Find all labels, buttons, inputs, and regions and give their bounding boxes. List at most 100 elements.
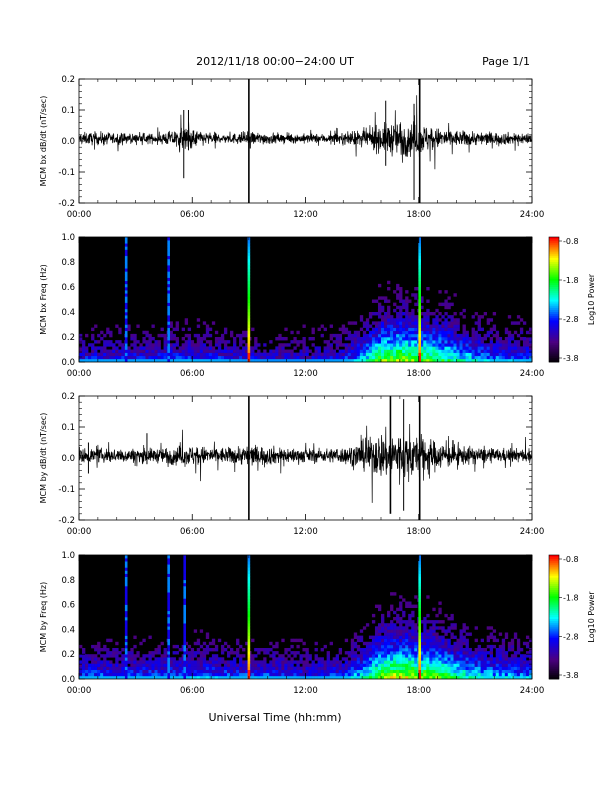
spectral-cell bbox=[281, 355, 285, 360]
y-tick-label: -0.1 bbox=[58, 168, 75, 178]
spectral-cell bbox=[335, 669, 340, 674]
spectral-cell bbox=[230, 352, 234, 357]
spectral-cell bbox=[447, 666, 451, 670]
spectral-cell bbox=[115, 657, 119, 661]
colorbar-swatch bbox=[549, 617, 559, 620]
spectral-cell bbox=[420, 654, 424, 658]
spectral-cell bbox=[486, 644, 491, 649]
spectral-cell bbox=[106, 638, 110, 643]
spectral-cell bbox=[447, 302, 451, 307]
x-tick-label: 00:00 bbox=[67, 369, 92, 379]
spectral-cell bbox=[260, 648, 264, 652]
spectral-cell bbox=[438, 644, 442, 649]
spectral-cell bbox=[88, 657, 92, 661]
spectral-cell bbox=[402, 669, 406, 674]
spectral-cell bbox=[115, 654, 119, 658]
spectral-cell bbox=[444, 666, 448, 670]
spectral-cell bbox=[284, 672, 288, 677]
spectral-cell bbox=[408, 654, 412, 658]
spectral-cell bbox=[199, 629, 204, 633]
spectral-cell bbox=[405, 346, 409, 350]
spectral-cell bbox=[323, 672, 327, 677]
spectral-cell bbox=[353, 635, 358, 639]
broadband-line-2 bbox=[247, 337, 251, 341]
spectral-cell bbox=[94, 358, 98, 362]
spectral-cell bbox=[193, 675, 198, 679]
spectral-cell bbox=[130, 675, 134, 679]
spectral-cell bbox=[178, 355, 182, 360]
spectral-cell bbox=[353, 330, 358, 335]
spectral-cell bbox=[381, 358, 385, 362]
colorbar-swatch bbox=[549, 276, 559, 280]
spectral-cell bbox=[115, 669, 119, 674]
spectral-cell bbox=[387, 660, 391, 664]
spectral-cell bbox=[462, 672, 466, 677]
spectral-cell bbox=[414, 355, 418, 360]
spectral-cell bbox=[79, 666, 83, 670]
spectral-cell bbox=[211, 663, 216, 667]
spectral-cell bbox=[302, 349, 306, 353]
spectral-cell bbox=[202, 333, 207, 338]
spectral-cell bbox=[438, 346, 442, 350]
spectral-cell bbox=[362, 669, 367, 674]
spectral-cell bbox=[211, 346, 216, 350]
spectral-cell bbox=[399, 315, 403, 319]
broadband-line-1 bbox=[167, 660, 170, 664]
spectral-cell bbox=[374, 648, 379, 652]
spectral-cell bbox=[263, 666, 267, 670]
spectral-cell bbox=[157, 343, 161, 347]
spectral-cell bbox=[510, 333, 515, 338]
spectral-cell bbox=[477, 657, 481, 661]
spectral-cell bbox=[402, 333, 406, 338]
spectral-cell bbox=[435, 626, 439, 630]
spectral-cell bbox=[432, 675, 436, 679]
broadband-line-3 bbox=[418, 249, 421, 253]
spectral-cell bbox=[525, 352, 530, 357]
spectral-cell bbox=[405, 663, 409, 667]
spectral-cell bbox=[377, 330, 382, 335]
spectral-cell bbox=[435, 315, 439, 319]
spectral-cell bbox=[284, 657, 288, 661]
spectral-cell bbox=[411, 318, 415, 322]
spectral-cell bbox=[414, 321, 418, 325]
spectral-cell bbox=[251, 358, 255, 362]
spectral-cell bbox=[480, 675, 484, 679]
colorbar-swatch bbox=[549, 359, 559, 363]
spectral-cell bbox=[474, 675, 478, 679]
spectral-cell bbox=[492, 312, 497, 316]
spectral-cell bbox=[223, 355, 228, 360]
spectral-cell bbox=[456, 660, 460, 664]
spectral-cell bbox=[411, 632, 415, 636]
spectral-cell bbox=[97, 657, 101, 661]
spectral-cell bbox=[275, 672, 279, 677]
spectral-cell bbox=[154, 675, 158, 679]
spectral-cell bbox=[377, 672, 382, 677]
spectral-cell bbox=[426, 663, 430, 667]
spectral-cell bbox=[429, 349, 433, 353]
spectral-cell bbox=[368, 666, 373, 670]
spectral-cell bbox=[338, 355, 343, 360]
broadband-line-2 bbox=[183, 564, 186, 568]
spectral-cell bbox=[471, 663, 475, 667]
spectral-cell bbox=[408, 299, 412, 303]
spectral-cell bbox=[405, 644, 409, 649]
spectral-cell bbox=[411, 660, 415, 664]
spectral-cell bbox=[169, 657, 173, 661]
spectral-cell bbox=[121, 660, 125, 664]
spectral-cell bbox=[254, 346, 258, 350]
spectral-cell bbox=[329, 672, 333, 677]
spectral-cell bbox=[444, 299, 448, 303]
spectral-cell bbox=[79, 663, 83, 667]
spectral-cell bbox=[82, 352, 86, 357]
spectral-cell bbox=[456, 346, 460, 350]
broadband-line-2 bbox=[183, 598, 186, 602]
spectral-cell bbox=[278, 352, 282, 357]
spectral-cell bbox=[359, 343, 364, 347]
spectral-cell bbox=[381, 648, 385, 652]
broadband-line-1 bbox=[167, 318, 170, 322]
spectral-cell bbox=[522, 340, 527, 344]
spectral-cell bbox=[420, 358, 424, 362]
spectral-cell bbox=[377, 660, 382, 664]
broadband-line-3 bbox=[418, 243, 421, 247]
broadband-line-1 bbox=[167, 669, 170, 674]
